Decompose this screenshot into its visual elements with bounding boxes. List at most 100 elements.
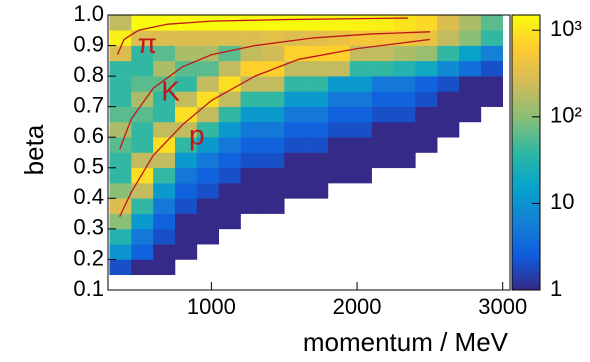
heatmap-cell xyxy=(415,137,438,153)
heatmap-cell xyxy=(218,91,241,107)
heatmap-cell xyxy=(240,15,263,31)
heatmap-cell xyxy=(109,15,132,31)
heatmap-cell xyxy=(175,183,198,199)
heatmap-cell xyxy=(218,183,241,199)
heatmap-cell xyxy=(459,76,482,92)
y-tick-label: 0.7 xyxy=(73,92,104,117)
heatmap-cell xyxy=(196,15,219,31)
heatmap-cell xyxy=(240,167,263,184)
heatmap-cell xyxy=(109,244,132,260)
heatmap-cell xyxy=(240,60,263,77)
heatmap-cell xyxy=(459,45,482,62)
heatmap-cell xyxy=(415,121,438,138)
heatmap-cell xyxy=(109,259,132,276)
colorbar-step xyxy=(512,56,540,62)
colorbar-step xyxy=(512,166,540,172)
theory-curve xyxy=(119,31,430,150)
heatmap-cell xyxy=(153,152,176,169)
heatmap-cell xyxy=(415,30,438,46)
heatmap-cell xyxy=(327,152,351,169)
heatmap-cell xyxy=(153,121,176,138)
theory-curve xyxy=(119,38,430,217)
heatmap-cell xyxy=(393,137,416,153)
heatmap-cell xyxy=(175,91,198,107)
colorbar-step xyxy=(512,235,540,241)
heatmap-cell xyxy=(262,121,285,138)
heatmap-cell xyxy=(349,15,372,31)
heatmap-cell xyxy=(109,152,132,169)
heatmap-cell xyxy=(284,106,307,123)
heatmap-cell xyxy=(327,76,351,92)
heatmap-cell xyxy=(415,91,438,107)
heatmap-cell xyxy=(371,152,394,169)
heatmap-cell xyxy=(415,15,438,31)
heatmap-cell xyxy=(284,137,307,153)
heatmap-cell xyxy=(306,137,329,153)
heatmap-cell xyxy=(437,15,460,31)
heatmap-cell xyxy=(459,15,482,31)
heatmap-cell xyxy=(131,259,154,276)
heatmap-cell xyxy=(327,137,351,153)
heatmap-cell xyxy=(218,76,241,92)
colorbar-step xyxy=(512,70,540,76)
heatmap-cell xyxy=(175,137,198,153)
heatmap-cell xyxy=(131,121,154,138)
colorbar-step xyxy=(512,230,540,236)
heatmap-cell xyxy=(240,76,263,92)
colorbar-step xyxy=(512,285,540,291)
heatmap-cell xyxy=(480,91,504,107)
y-axis-title: beta xyxy=(19,124,49,175)
heatmap-cell xyxy=(262,45,285,62)
heatmap-cell xyxy=(196,137,219,153)
heatmap-cell xyxy=(109,106,132,123)
heatmap-cell xyxy=(131,60,154,77)
heatmap-cell xyxy=(306,60,329,77)
heatmap-cell xyxy=(240,121,263,138)
heatmap-cell xyxy=(393,152,416,169)
heatmap-cell xyxy=(393,121,416,138)
heatmap-cell xyxy=(218,60,241,77)
x-tick-label: 1000 xyxy=(187,294,236,319)
heatmap-cell xyxy=(327,91,351,107)
colorbar-step xyxy=(512,175,540,181)
heatmap-cell xyxy=(327,30,351,46)
heatmap-cell xyxy=(306,152,329,169)
colorbar-step xyxy=(512,115,540,121)
colorbar-step xyxy=(512,271,540,277)
colorbar-step xyxy=(512,216,540,222)
heatmap-cell xyxy=(218,137,241,153)
colorbar-step xyxy=(512,106,540,112)
heatmap-cell xyxy=(109,198,132,214)
heatmap-cell xyxy=(240,183,263,199)
colorbar-step xyxy=(512,129,540,135)
heatmap-cell xyxy=(459,30,482,46)
heatmap-cell xyxy=(218,106,241,123)
heatmap-cell xyxy=(153,228,176,245)
heatmap-cell xyxy=(262,137,285,153)
curve-label: π xyxy=(138,28,157,59)
heatmap-cell xyxy=(371,137,394,153)
y-tick-label: 0.8 xyxy=(73,62,104,87)
y-tick-label: 0.5 xyxy=(73,154,104,179)
colorbar-step xyxy=(512,257,540,263)
heatmap-cell xyxy=(153,213,176,230)
heatmap-cell xyxy=(371,76,394,92)
heatmap-cell xyxy=(349,60,372,77)
heatmap-cell xyxy=(196,45,219,62)
colorbar-step xyxy=(512,170,540,176)
theory-curve xyxy=(116,17,409,55)
heatmap-cell xyxy=(349,152,372,169)
heatmap-cell xyxy=(240,198,263,214)
heatmap-cell xyxy=(109,30,132,46)
colorbar-step xyxy=(512,276,540,282)
heatmap-cell xyxy=(131,228,154,245)
colorbar-step xyxy=(512,138,540,144)
heatmap-cell xyxy=(415,76,438,92)
colorbar-step xyxy=(512,47,540,53)
heatmap-cell xyxy=(196,91,219,107)
heatmap-cell xyxy=(175,60,198,77)
colorbar-step xyxy=(512,225,540,231)
colorbar-step xyxy=(512,97,540,103)
y-tick-label: 0.6 xyxy=(73,123,104,148)
